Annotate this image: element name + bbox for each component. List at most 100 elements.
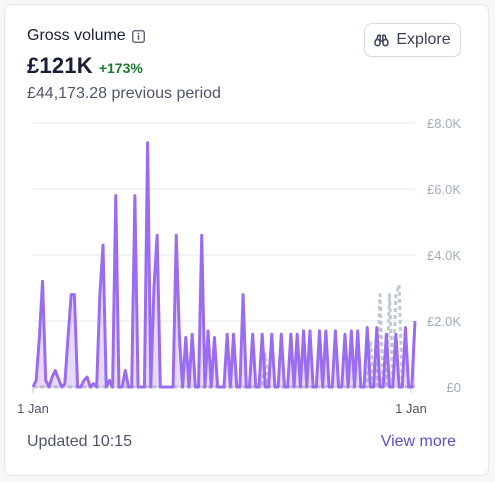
- data-point[interactable]: [354, 386, 356, 388]
- data-point[interactable]: [242, 294, 244, 296]
- data-point[interactable]: [226, 333, 228, 335]
- data-point[interactable]: [245, 386, 247, 388]
- data-point[interactable]: [147, 142, 149, 144]
- data-point[interactable]: [54, 370, 56, 372]
- data-point[interactable]: [357, 330, 359, 332]
- data-point[interactable]: [366, 327, 368, 329]
- data-point[interactable]: [48, 386, 50, 388]
- data-point[interactable]: [137, 386, 139, 388]
- data-point[interactable]: [220, 386, 222, 388]
- data-point[interactable]: [376, 327, 378, 329]
- data-point[interactable]: [322, 386, 324, 388]
- data-point[interactable]: [64, 383, 66, 385]
- explore-button[interactable]: Explore: [364, 23, 461, 57]
- data-point[interactable]: [236, 386, 238, 388]
- data-point[interactable]: [86, 376, 88, 378]
- data-point[interactable]: [35, 379, 37, 381]
- data-point[interactable]: [159, 386, 161, 388]
- data-point[interactable]: [185, 337, 187, 339]
- data-point[interactable]: [38, 337, 40, 339]
- data-point[interactable]: [150, 386, 152, 388]
- data-point[interactable]: [166, 386, 168, 388]
- data-point[interactable]: [319, 330, 321, 332]
- data-point[interactable]: [255, 386, 257, 388]
- data-point[interactable]: [274, 386, 276, 388]
- data-point[interactable]: [188, 386, 190, 388]
- data-point[interactable]: [404, 327, 406, 329]
- data-point[interactable]: [408, 386, 410, 388]
- data-point[interactable]: [134, 195, 136, 197]
- data-point[interactable]: [268, 386, 270, 388]
- data-point[interactable]: [108, 379, 110, 381]
- data-point[interactable]: [61, 386, 63, 388]
- data-point[interactable]: [217, 386, 219, 388]
- data-point[interactable]: [283, 386, 285, 388]
- data-point[interactable]: [277, 386, 279, 388]
- data-point[interactable]: [414, 320, 416, 322]
- data-point[interactable]: [92, 383, 94, 385]
- data-point[interactable]: [194, 386, 196, 388]
- data-point[interactable]: [213, 337, 215, 339]
- data-point[interactable]: [248, 386, 250, 388]
- data-point[interactable]: [182, 386, 184, 388]
- data-point[interactable]: [67, 337, 69, 339]
- data-point[interactable]: [99, 294, 101, 296]
- data-point[interactable]: [271, 333, 273, 335]
- data-point[interactable]: [261, 333, 263, 335]
- data-point[interactable]: [112, 386, 114, 388]
- data-point[interactable]: [239, 386, 241, 388]
- data-point[interactable]: [32, 386, 34, 388]
- view-more-link[interactable]: View more: [380, 433, 456, 450]
- data-point[interactable]: [51, 376, 53, 378]
- data-point[interactable]: [172, 386, 174, 388]
- data-point[interactable]: [258, 386, 260, 388]
- data-point[interactable]: [198, 386, 200, 388]
- data-point[interactable]: [153, 287, 155, 289]
- data-point[interactable]: [389, 386, 391, 388]
- data-point[interactable]: [331, 386, 333, 388]
- data-point[interactable]: [296, 333, 298, 335]
- data-point[interactable]: [363, 386, 365, 388]
- data-point[interactable]: [204, 386, 206, 388]
- data-point[interactable]: [156, 234, 158, 236]
- data-point[interactable]: [89, 386, 91, 388]
- data-point[interactable]: [264, 386, 266, 388]
- data-point[interactable]: [57, 378, 59, 380]
- data-point[interactable]: [347, 386, 349, 388]
- data-point[interactable]: [398, 386, 400, 388]
- data-point[interactable]: [207, 330, 209, 332]
- data-point[interactable]: [360, 386, 362, 388]
- data-point[interactable]: [309, 330, 311, 332]
- data-point[interactable]: [77, 386, 79, 388]
- data-point[interactable]: [382, 386, 384, 388]
- data-point[interactable]: [411, 386, 413, 388]
- data-point[interactable]: [70, 294, 72, 296]
- data-point[interactable]: [306, 386, 308, 388]
- data-point[interactable]: [191, 333, 193, 335]
- data-point[interactable]: [73, 294, 75, 296]
- data-point[interactable]: [178, 337, 180, 339]
- data-point[interactable]: [118, 386, 120, 388]
- data-point[interactable]: [338, 386, 340, 388]
- data-point[interactable]: [45, 379, 47, 381]
- data-point[interactable]: [369, 386, 371, 388]
- data-point[interactable]: [299, 386, 301, 388]
- data-point[interactable]: [280, 333, 282, 335]
- data-point[interactable]: [201, 234, 203, 236]
- data-point[interactable]: [210, 386, 212, 388]
- data-point[interactable]: [328, 386, 330, 388]
- data-point[interactable]: [105, 386, 107, 388]
- info-icon[interactable]: [131, 29, 145, 43]
- data-point[interactable]: [80, 386, 82, 388]
- data-point[interactable]: [287, 386, 289, 388]
- data-point[interactable]: [385, 333, 387, 335]
- data-point[interactable]: [303, 330, 305, 332]
- data-point[interactable]: [290, 333, 292, 335]
- data-point[interactable]: [163, 386, 165, 388]
- data-point[interactable]: [293, 386, 295, 388]
- data-point[interactable]: [169, 386, 171, 388]
- data-point[interactable]: [143, 386, 145, 388]
- data-point[interactable]: [115, 195, 117, 197]
- data-point[interactable]: [344, 333, 346, 335]
- data-point[interactable]: [252, 333, 254, 335]
